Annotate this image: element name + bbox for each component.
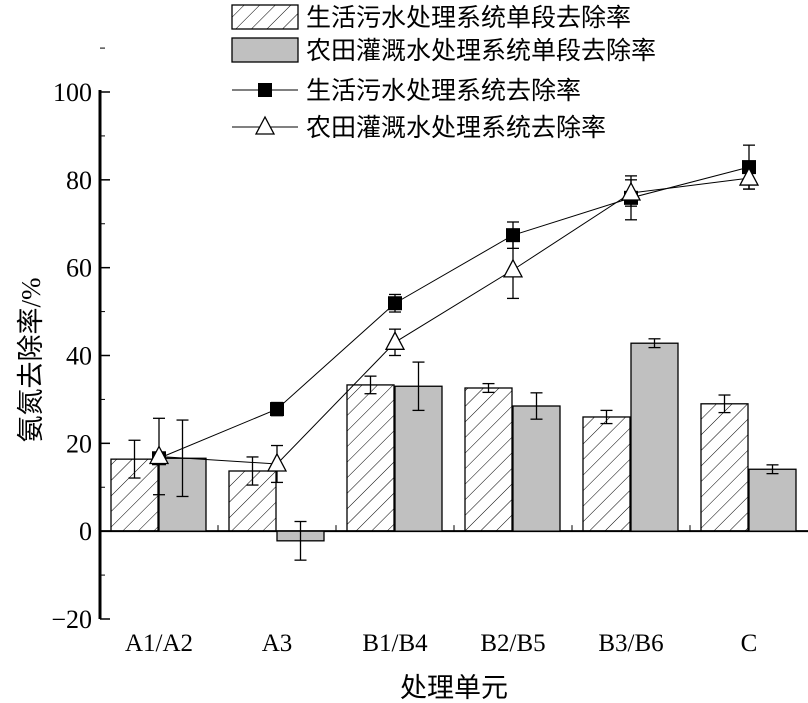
legend: 生活污水处理系统单段去除率农田灌溉水处理系统单段去除率生活污水处理系统去除率农田… bbox=[231, 4, 656, 142]
bar-irrigation bbox=[748, 468, 797, 532]
legend-label: 生活污水处理系统去除率 bbox=[306, 77, 581, 105]
series-line-domestic bbox=[158, 166, 750, 459]
x-tick-label: B3/B6 bbox=[598, 630, 663, 657]
triangle-marker bbox=[266, 452, 288, 472]
y-axis-label: 氨氮去除率/% bbox=[16, 278, 46, 443]
bar-irrigation bbox=[512, 405, 561, 532]
legend-swatch-grey bbox=[231, 37, 299, 63]
legend-swatch-hatched bbox=[231, 4, 299, 30]
legend-triangle-marker bbox=[254, 115, 276, 135]
legend-label: 农田灌溉水处理系统单段去除率 bbox=[306, 37, 656, 65]
y-tick-label: 0 bbox=[79, 517, 92, 546]
triangle-marker bbox=[148, 445, 170, 465]
bar-irrigation bbox=[630, 342, 679, 532]
legend-label: 生活污水处理系统单段去除率 bbox=[306, 4, 631, 32]
bar-domestic bbox=[582, 416, 631, 532]
x-tick-label: B2/B5 bbox=[480, 630, 545, 657]
square-marker bbox=[388, 296, 402, 311]
lines bbox=[148, 144, 760, 496]
legend-label: 农田灌溉水处理系统去除率 bbox=[306, 114, 606, 142]
legend-square-marker bbox=[258, 83, 272, 97]
bar-domestic bbox=[346, 384, 395, 532]
x-tick-label: C bbox=[741, 630, 758, 657]
triangle-marker bbox=[738, 166, 760, 186]
triangle-marker bbox=[502, 258, 524, 278]
y-tick-label: −20 bbox=[51, 605, 92, 634]
bar-domestic bbox=[700, 403, 749, 532]
triangle-marker bbox=[620, 181, 642, 201]
y-tick-label: 80 bbox=[66, 166, 92, 195]
x-tick-label: A3 bbox=[262, 630, 293, 657]
y-tick-label: 100 bbox=[53, 78, 92, 107]
square-marker bbox=[506, 228, 520, 243]
series-line-irrigation bbox=[158, 177, 750, 465]
y-tick-label: 60 bbox=[66, 254, 92, 283]
triangle-marker bbox=[384, 330, 406, 350]
bars bbox=[110, 338, 797, 561]
x-axis-label: 处理单元 bbox=[400, 673, 508, 703]
bar-domestic bbox=[464, 387, 513, 532]
y-tick-label: 20 bbox=[66, 429, 92, 458]
x-tick-label: A1/A2 bbox=[125, 630, 193, 657]
x-tick-label: B1/B4 bbox=[362, 630, 428, 657]
axes: −20 0 20 40 60 80 100 A1/A2 A3 B1/B4 B2/B5 B3/B6 C bbox=[51, 47, 808, 657]
y-tick-label: 40 bbox=[66, 342, 92, 371]
square-marker bbox=[270, 402, 284, 417]
